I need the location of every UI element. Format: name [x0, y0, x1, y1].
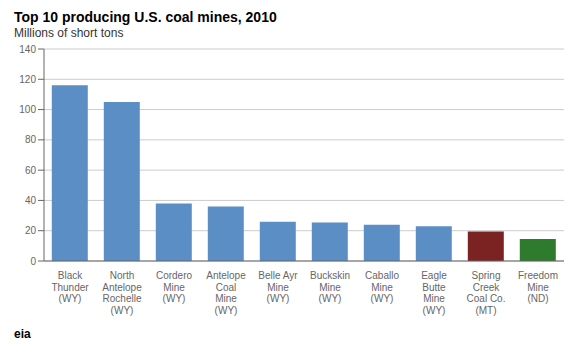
- html-text:eia: eia: [14, 327, 31, 341]
- svg-text:AntelopeCoalMine(WY): AntelopeCoalMine(WY): [206, 270, 246, 316]
- svg-text:120: 120: [19, 74, 36, 85]
- svg-text:CaballoMine(WY): CaballoMine(WY): [365, 270, 399, 304]
- svg-text:20: 20: [25, 225, 37, 236]
- svg-text:100: 100: [19, 104, 36, 115]
- svg-text:BuckskinMine(WY): BuckskinMine(WY): [310, 270, 350, 304]
- svg-text:SpringCreekCoal Co.(MT): SpringCreekCoal Co.(MT): [467, 270, 506, 316]
- svg-text:NorthAntelopeRochelle(WY): NorthAntelopeRochelle(WY): [102, 270, 142, 316]
- svg-text:BlackThunder(WY): BlackThunder(WY): [51, 270, 89, 304]
- svg-text:0: 0: [30, 256, 36, 267]
- svg-text:80: 80: [25, 134, 37, 145]
- svg-text:FreedomMine(ND): FreedomMine(ND): [518, 270, 558, 304]
- svg-text:EagleButteMine(WY): EagleButteMine(WY): [421, 270, 447, 316]
- svg-text:60: 60: [25, 165, 37, 176]
- svg-text:140: 140: [19, 44, 36, 55]
- svg-text:40: 40: [25, 195, 37, 206]
- html-text:Top 10 producing U.S. coal min: Top 10 producing U.S. coal mines, 2010: [14, 9, 277, 25]
- svg-text:CorderoMine(WY): CorderoMine(WY): [156, 270, 193, 304]
- html-text:Millions of short tons: Millions of short tons: [14, 26, 124, 40]
- svg-text:Belle AyrMine(WY): Belle AyrMine(WY): [258, 270, 298, 304]
